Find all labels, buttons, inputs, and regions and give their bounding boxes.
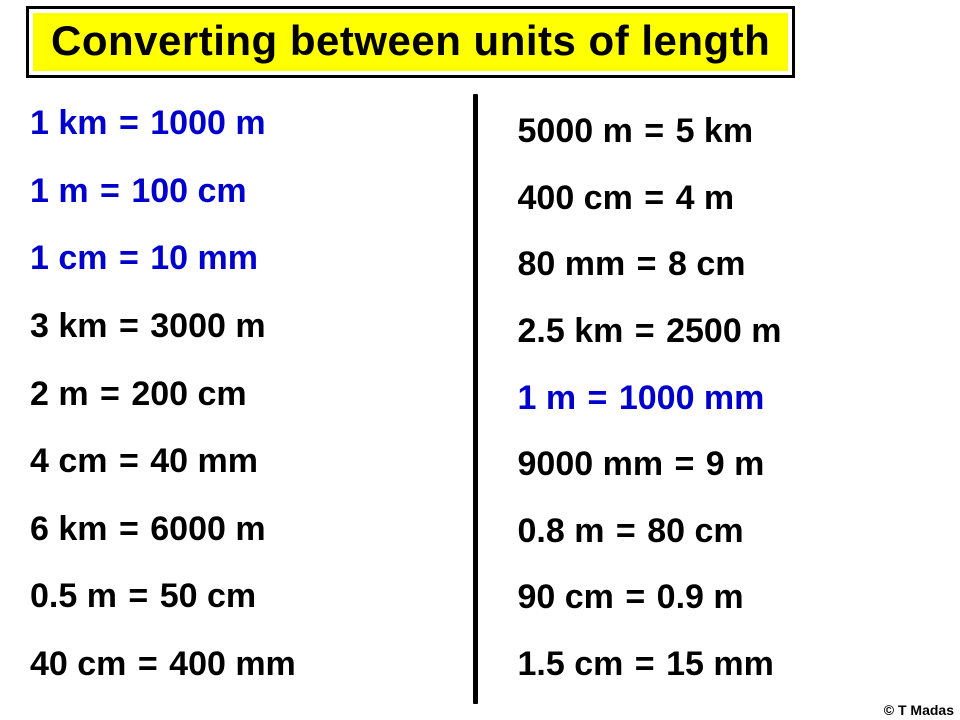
equals-sign: = bbox=[108, 307, 151, 345]
credit-text: © T Madas bbox=[884, 702, 954, 718]
equals-sign: = bbox=[663, 445, 706, 483]
conversion-rhs: 2500 m bbox=[666, 312, 781, 350]
conversion-rhs: 5 km bbox=[676, 112, 754, 150]
conversion-row: 400 cm = 4 m bbox=[518, 179, 931, 218]
equals-sign: = bbox=[108, 239, 151, 277]
equals-sign: = bbox=[89, 172, 132, 210]
equals-sign: = bbox=[604, 512, 647, 550]
conversion-row: 9000 mm = 9 m bbox=[518, 445, 931, 484]
equals-sign: = bbox=[623, 645, 666, 683]
conversion-lhs: 9000 mm bbox=[518, 445, 664, 483]
content-columns: 1 km = 1000 m 1 m = 100 cm 1 cm = 10 mm 3 k… bbox=[20, 98, 940, 690]
conversion-row: 5000 m = 5 km bbox=[518, 112, 931, 151]
conversion-rhs: 50 cm bbox=[160, 577, 256, 615]
conversion-lhs: 40 cm bbox=[30, 645, 126, 683]
conversion-rhs: 8 cm bbox=[668, 245, 746, 283]
conversion-lhs: 90 cm bbox=[518, 578, 614, 616]
right-column: 5000 m = 5 km 400 cm = 4 m 80 mm = 8 cm 2.5… bbox=[478, 98, 941, 690]
page-title: Converting between units of length bbox=[33, 13, 788, 71]
conversion-rhs: 6000 m bbox=[150, 510, 265, 548]
conversion-lhs: 2.5 km bbox=[518, 312, 624, 350]
equals-sign: = bbox=[117, 577, 160, 615]
conversion-row: 2.5 km = 2500 m bbox=[518, 312, 931, 351]
conversion-row: 0.5 m = 50 cm bbox=[30, 577, 443, 616]
equals-sign: = bbox=[576, 379, 619, 417]
left-column: 1 km = 1000 m 1 m = 100 cm 1 cm = 10 mm 3 k… bbox=[20, 98, 473, 690]
conversion-lhs: 0.5 m bbox=[30, 577, 117, 615]
conversion-lhs: 400 cm bbox=[518, 179, 633, 217]
conversion-lhs: 1 m bbox=[518, 379, 577, 417]
title-frame: Converting between units of length bbox=[26, 6, 795, 78]
conversion-row: 80 mm = 8 cm bbox=[518, 245, 931, 284]
conversion-rhs: 9 m bbox=[706, 445, 765, 483]
conversion-row: 4 cm = 40 mm bbox=[30, 442, 443, 481]
equals-sign: = bbox=[623, 312, 666, 350]
conversion-row: 1.5 cm = 15 mm bbox=[518, 645, 931, 684]
equals-sign: = bbox=[633, 112, 676, 150]
equals-sign: = bbox=[89, 375, 132, 413]
conversion-rhs: 100 cm bbox=[131, 172, 246, 210]
conversion-lhs: 1 m bbox=[30, 172, 89, 210]
conversion-row: 40 cm = 400 mm bbox=[30, 645, 443, 684]
conversion-lhs: 1 cm bbox=[30, 239, 108, 277]
conversion-row: 1 cm = 10 mm bbox=[30, 239, 443, 278]
conversion-row: 6 km = 6000 m bbox=[30, 510, 443, 549]
conversion-rhs: 0.9 m bbox=[657, 578, 744, 616]
equals-sign: = bbox=[614, 578, 657, 616]
conversion-row: 1 m = 100 cm bbox=[30, 172, 443, 211]
conversion-row: 90 cm = 0.9 m bbox=[518, 578, 931, 617]
conversion-rhs: 15 mm bbox=[666, 645, 774, 683]
conversion-lhs: 80 mm bbox=[518, 245, 626, 283]
equals-sign: = bbox=[625, 245, 668, 283]
equals-sign: = bbox=[108, 104, 151, 142]
conversion-rhs: 80 cm bbox=[647, 512, 743, 550]
equals-sign: = bbox=[126, 645, 169, 683]
conversion-row: 0.8 m = 80 cm bbox=[518, 512, 931, 551]
conversion-lhs: 2 m bbox=[30, 375, 89, 413]
conversion-row: 3 km = 3000 m bbox=[30, 307, 443, 346]
equals-sign: = bbox=[633, 179, 676, 217]
conversion-row: 2 m = 200 cm bbox=[30, 375, 443, 414]
conversion-lhs: 1.5 cm bbox=[518, 645, 624, 683]
conversion-rhs: 1000 m bbox=[150, 104, 265, 142]
conversion-row: 1 km = 1000 m bbox=[30, 104, 443, 143]
conversion-lhs: 1 km bbox=[30, 104, 108, 142]
conversion-row: 1 m = 1000 mm bbox=[518, 379, 931, 418]
conversion-lhs: 6 km bbox=[30, 510, 108, 548]
conversion-lhs: 5000 m bbox=[518, 112, 633, 150]
equals-sign: = bbox=[108, 510, 151, 548]
conversion-rhs: 1000 mm bbox=[619, 379, 765, 417]
conversion-rhs: 40 mm bbox=[150, 442, 258, 480]
conversion-rhs: 3000 m bbox=[150, 307, 265, 345]
conversion-lhs: 0.8 m bbox=[518, 512, 605, 550]
conversion-rhs: 400 mm bbox=[169, 645, 296, 683]
conversion-rhs: 200 cm bbox=[131, 375, 246, 413]
equals-sign: = bbox=[108, 442, 151, 480]
conversion-rhs: 10 mm bbox=[150, 239, 258, 277]
conversion-rhs: 4 m bbox=[676, 179, 735, 217]
conversion-lhs: 3 km bbox=[30, 307, 108, 345]
conversion-lhs: 4 cm bbox=[30, 442, 108, 480]
